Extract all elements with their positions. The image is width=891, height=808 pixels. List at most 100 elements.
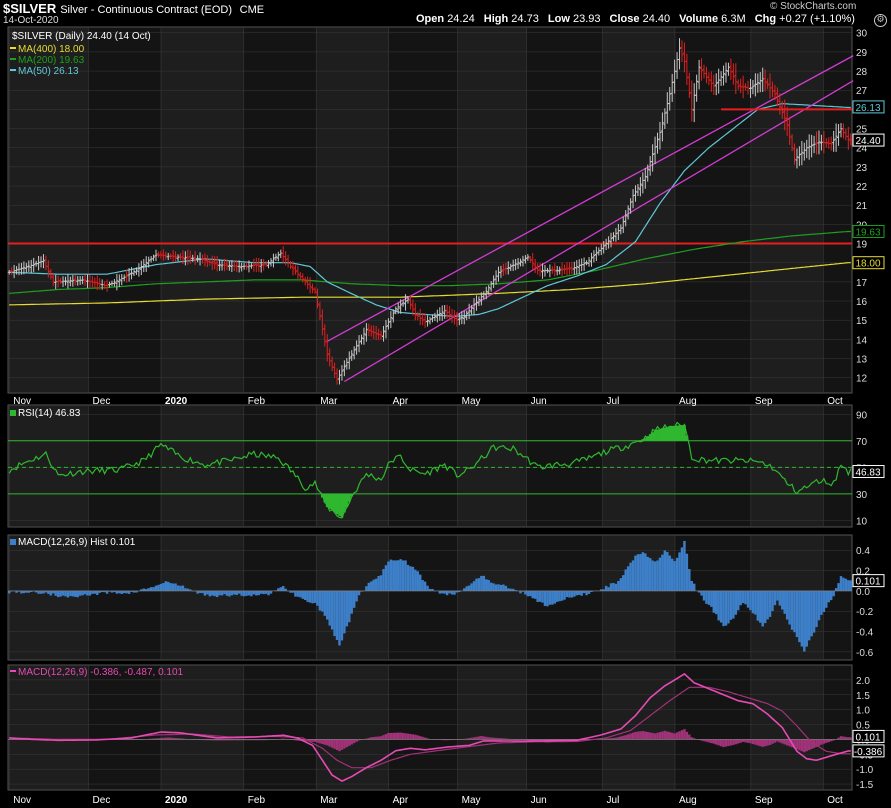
macd-mini-hist (247, 739, 251, 741)
macd-mini-hist (482, 736, 486, 740)
close-value: 24.40 (642, 13, 671, 25)
macd-hist-bar (267, 590, 270, 596)
macd-hist-bar (142, 588, 145, 591)
legend-entry: MA(200) 19.63 (18, 55, 85, 66)
ohlc-bar (399, 299, 403, 314)
ohlc-bar (594, 246, 598, 261)
ohlc-bar (301, 273, 305, 283)
macd-mini-hist (844, 736, 848, 740)
macd-hist-bar (609, 583, 613, 591)
ohlc-bar (846, 126, 850, 150)
macd-hist-bar (631, 560, 635, 591)
x-tick-label-oct: Oct (827, 795, 843, 806)
macd-hist-bar (648, 558, 652, 591)
macd-mini-hist (215, 739, 219, 741)
ohlc-bar (37, 255, 41, 271)
ohlc-bar (208, 258, 212, 266)
macd-mini-hist (829, 739, 833, 742)
macd-hist-bar (438, 590, 442, 594)
macd-mini-hist (729, 739, 733, 746)
macd-mini-hist (304, 739, 307, 742)
macd-hist-bar (42, 590, 45, 594)
macd-hist-bar (729, 590, 733, 620)
ohlc-bar (646, 164, 650, 182)
ohlc-bar (660, 112, 664, 142)
ohlc-bar (249, 263, 253, 269)
macd-hist-bar (374, 578, 378, 591)
ohlc-bar (812, 135, 816, 154)
macd-hist-bar (135, 590, 138, 593)
macd-hist-bar (690, 581, 693, 591)
macd-hist-bar (208, 590, 212, 597)
ohlc-bar (714, 73, 718, 96)
rsi-line (8, 421, 852, 519)
x-tick-label-jul: Jul (607, 795, 620, 806)
y-tick-label: 2.0 (856, 676, 870, 687)
macd-hist-bar (384, 565, 388, 591)
macd-hist-bar (313, 590, 317, 603)
macd-mini-hist (257, 739, 260, 741)
ohlc-bar (225, 259, 229, 270)
macd-mini-hist (690, 737, 693, 740)
macd-mini-hist (692, 738, 696, 740)
macd-hist-bar (203, 590, 207, 596)
macd-hist-bar (218, 590, 221, 596)
macd-mini-hist (441, 739, 444, 741)
last-value-badge (852, 256, 885, 270)
x-tick-label-sep: Sep (755, 396, 773, 407)
ohlc-bar (276, 251, 280, 262)
macd-hist-bar (719, 590, 723, 623)
gear-icon[interactable]: ⚙ (874, 14, 887, 27)
macd-hist-bar (472, 581, 476, 591)
y-tick-label: 29 (856, 48, 868, 59)
ohlc-bar (460, 311, 464, 325)
macd-hist-bar (169, 583, 172, 591)
macd-mini-hist (169, 737, 172, 740)
macd-mini-hist (335, 739, 339, 751)
macd-hist-bar (817, 590, 821, 621)
macd-hist-bar (480, 575, 483, 591)
ohlc-bar (105, 279, 109, 292)
y-tick-label: 12 (856, 374, 868, 385)
macd-hist-bar (646, 556, 649, 591)
ohlc-bar (748, 78, 752, 98)
ohlc-bar (499, 265, 503, 278)
ohlc-bar (834, 123, 838, 152)
ohlc-bar (357, 335, 361, 353)
ohlc-bar (722, 65, 726, 86)
hist-legend-title: MACD(12,26,9) Hist 0.101 (18, 537, 136, 548)
macd-hist-bar (614, 583, 618, 591)
macd-hist-bar (524, 590, 527, 595)
macd-hist-bar (25, 590, 28, 593)
macd-hist-bar (61, 590, 65, 596)
macd-mini-hist (626, 734, 630, 740)
macd-hist-bar (661, 554, 664, 591)
macd-mini-hist (203, 739, 207, 741)
macd-hist-bar (328, 590, 331, 626)
ohlc-bar (673, 59, 677, 94)
macd-mini-hist (445, 739, 449, 741)
y-tick-label: 22 (856, 182, 868, 193)
macd-hist-bar (394, 560, 397, 591)
ohlc-bar (565, 262, 569, 276)
macd-mini-hist (201, 739, 204, 741)
macd-hist-bar (198, 590, 202, 594)
ohlc-bar (482, 291, 486, 300)
macd-hist-bar (237, 590, 241, 594)
macd-hist-bar (149, 587, 153, 591)
ohlc-bar (690, 80, 694, 122)
ohlc-bar (516, 258, 520, 269)
x-tick-label-apr: Apr (393, 396, 409, 407)
ohlc-bar (66, 274, 70, 289)
symbol-title: $SILVER Silver - Continuous Contract (EOD… (3, 1, 264, 16)
ohlc-bar (223, 258, 227, 272)
y-tick-label: 27 (856, 86, 868, 97)
macd-mini-hist (634, 731, 637, 740)
chart-date: 14-Oct-2020 (3, 15, 59, 26)
macd-hist-bar (668, 555, 671, 591)
macd-mini-hist (218, 739, 221, 741)
macd-hist-bar (734, 590, 738, 615)
ohlc-bar (355, 340, 359, 355)
macd-mini-hist (641, 731, 645, 740)
ohlc-bar (127, 268, 131, 282)
